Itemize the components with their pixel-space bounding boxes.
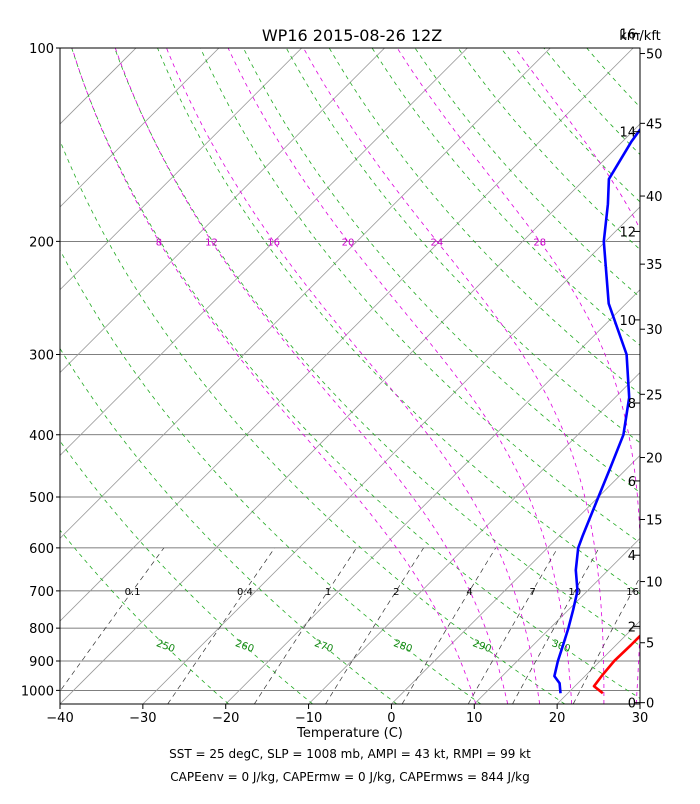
moist-adiabat-label: 28 <box>533 237 546 248</box>
x-tick-label: 30 <box>632 711 649 726</box>
x-axis-label: Temperature (C) <box>296 726 403 741</box>
kft-tick-label: 15 <box>646 514 663 529</box>
dry-adiabat-label: 260 <box>234 638 256 655</box>
y-tick-label: 900 <box>29 655 54 670</box>
dry-adiabat-line <box>0 34 229 704</box>
kft-tick-label: 40 <box>646 190 663 205</box>
mixing-ratio-line <box>326 548 424 704</box>
moist-adiabat-label: 20 <box>342 237 355 248</box>
footer-line-2: CAPEenv = 0 J/kg, CAPErmw = 0 J/kg, CAPE… <box>170 770 529 784</box>
dry-adiabat-line <box>321 34 700 704</box>
mixing-ratio-label: 0.1 <box>125 587 141 598</box>
km-tick-label: 2 <box>628 620 636 635</box>
mixing-ratio-label: 2 <box>393 587 399 598</box>
plot-frame <box>60 48 640 704</box>
kft-tick-label: 30 <box>646 323 663 338</box>
isotherm-line <box>0 34 648 704</box>
series-temperature-line <box>594 48 700 693</box>
y-tick-label: 500 <box>29 491 54 506</box>
y-tick-label: 1000 <box>21 684 54 699</box>
kft-tick-label: 45 <box>646 117 663 132</box>
y-tick-label: 400 <box>29 429 54 444</box>
moist-adiabat-label: 12 <box>205 237 218 248</box>
kft-tick-label: 25 <box>646 388 663 403</box>
y-tick-label: 700 <box>29 585 54 600</box>
mixing-ratio-line <box>573 548 656 704</box>
x-tick-label: 0 <box>387 711 395 726</box>
y-tick-label: 100 <box>29 42 54 57</box>
footer-line-1: SST = 25 degC, SLP = 1008 mb, AMPI = 43 … <box>169 747 531 761</box>
km-tick-label: 10 <box>619 314 636 329</box>
x-tick-label: −10 <box>295 711 322 726</box>
moist-adiabat-label: 24 <box>431 237 444 248</box>
x-tick-label: −20 <box>212 711 239 726</box>
km-tick-label: 8 <box>628 397 636 412</box>
moist-adiabat-line <box>304 48 604 704</box>
moist-adiabat-line <box>228 48 572 704</box>
km-tick-label: 0 <box>628 697 636 712</box>
dry-adiabat-line <box>490 34 700 704</box>
dry-adiabat-line <box>110 34 700 704</box>
mixing-ratio-label: 0.4 <box>237 587 253 598</box>
kft-tick-label: 20 <box>646 452 663 467</box>
mixing-ratio-line <box>51 548 164 704</box>
mixing-ratio-label: 1 <box>325 587 331 598</box>
mixing-ratio-line <box>254 548 356 704</box>
dry-adiabat-line <box>152 34 700 704</box>
isotherm-line <box>391 34 700 704</box>
y-tick-label: 600 <box>29 542 54 557</box>
mixing-ratio-label: 4 <box>466 587 472 598</box>
mixing-ratio-line <box>513 548 600 704</box>
moist-adiabat-line <box>72 48 476 704</box>
x-tick-label: −40 <box>46 711 73 726</box>
height-axis-label: km/kft <box>619 29 661 44</box>
isotherm-line <box>0 34 68 704</box>
km-tick-label: 4 <box>628 549 636 564</box>
isotherm-line <box>60 34 700 704</box>
isotherm-line <box>143 34 700 704</box>
isotherm-line <box>640 34 700 704</box>
y-tick-label: 200 <box>29 235 54 250</box>
mixing-ratio-label: 16 <box>626 587 639 598</box>
dry-adiabat-label: 270 <box>313 638 335 655</box>
chart-title: WP16 2015-08-26 12Z <box>262 26 442 45</box>
kft-tick-label: 35 <box>646 258 663 273</box>
isotherm-line <box>474 34 700 704</box>
km-tick-label: 14 <box>619 126 636 141</box>
dry-adiabat-line <box>533 34 700 704</box>
kft-tick-label: 0 <box>646 697 654 712</box>
mixing-ratio-label: 7 <box>529 587 535 598</box>
isotherm-line <box>0 34 150 704</box>
dry-adiabat-line <box>67 34 649 704</box>
dry-adiabat-label: 290 <box>471 638 493 655</box>
moist-adiabat-line <box>115 48 507 704</box>
x-tick-label: 10 <box>466 711 483 726</box>
dry-adiabat-label: 280 <box>392 638 414 655</box>
mixing-ratio-label: 10 <box>568 587 581 598</box>
kft-tick-label: 50 <box>646 48 663 63</box>
km-tick-label: 6 <box>628 475 636 490</box>
y-tick-label: 800 <box>29 622 54 637</box>
kft-tick-label: 10 <box>646 576 663 591</box>
background-lines <box>0 34 700 704</box>
moist-adiabat-label: 8 <box>156 237 162 248</box>
dry-adiabat-line <box>0 34 313 704</box>
dry-adiabat-line <box>25 34 565 704</box>
x-tick-label: −30 <box>129 711 156 726</box>
x-tick-label: 20 <box>549 711 566 726</box>
dry-adiabat-label: 250 <box>155 638 177 655</box>
y-tick-label: 300 <box>29 348 54 363</box>
isotherm-line <box>0 34 316 704</box>
mixing-ratio-line <box>168 548 275 704</box>
kft-tick-label: 5 <box>646 637 654 652</box>
km-tick-label: 12 <box>619 225 636 240</box>
isotherm-line <box>309 34 700 704</box>
dry-adiabat-line <box>406 34 700 704</box>
moist-adiabat-label: 16 <box>267 237 280 248</box>
